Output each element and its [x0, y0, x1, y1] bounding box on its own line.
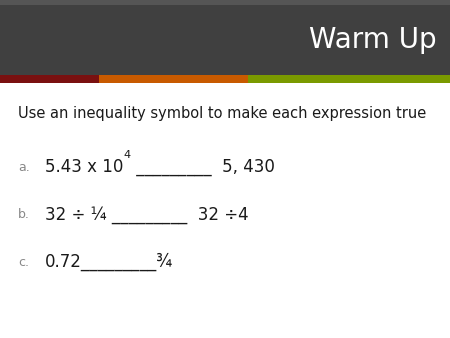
- Text: c.: c.: [18, 256, 29, 269]
- Bar: [248, 75, 450, 83]
- Text: 5.43 x 10: 5.43 x 10: [45, 159, 123, 176]
- Bar: [0, 5, 450, 75]
- Text: b.: b.: [18, 208, 30, 221]
- Bar: [99, 75, 248, 83]
- Text: a.: a.: [18, 161, 30, 174]
- Text: 4: 4: [124, 150, 131, 160]
- Text: Warm Up: Warm Up: [309, 26, 436, 54]
- Bar: [0, 0, 450, 5]
- Text: 32 ÷ ¼ _________  32 ÷4: 32 ÷ ¼ _________ 32 ÷4: [45, 206, 248, 224]
- Text: _________  5, 430: _________ 5, 430: [131, 159, 275, 176]
- Bar: [0, 75, 99, 83]
- Text: 0.72_________¾: 0.72_________¾: [45, 253, 173, 271]
- Text: Use an inequality symbol to make each expression true: Use an inequality symbol to make each ex…: [18, 106, 426, 121]
